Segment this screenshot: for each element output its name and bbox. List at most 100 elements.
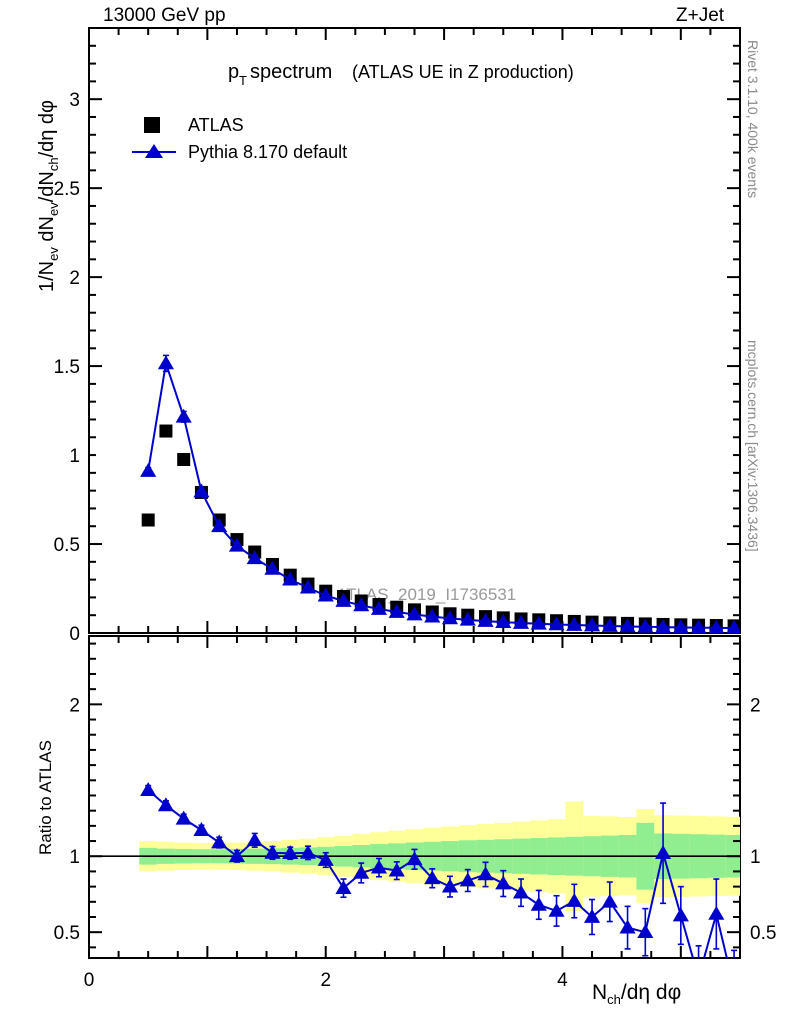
- plot-title-pt: p: [228, 61, 239, 83]
- data-marker-triangle: [264, 844, 281, 859]
- data-marker-triangle: [193, 483, 210, 498]
- data-marker-triangle: [441, 878, 459, 893]
- data-marker-triangle: [246, 550, 263, 565]
- data-marker-triangle: [193, 822, 210, 836]
- data-marker-triangle: [335, 592, 352, 607]
- data-marker-triangle: [566, 616, 583, 631]
- data-marker-triangle: [708, 905, 725, 920]
- main-plot-frame: [88, 27, 741, 634]
- plot-title-spectrum: spectrum: [250, 61, 332, 83]
- data-marker-square: [177, 453, 191, 467]
- data-marker-triangle: [335, 880, 352, 894]
- data-marker-triangle: [512, 884, 530, 899]
- data-marker-triangle: [655, 845, 672, 860]
- main-y-axis-title: 1/Nev dNev/dNch/dη dφ: [36, 100, 61, 292]
- data-marker-triangle: [655, 619, 672, 633]
- header-beam-label: 13000 GeV pp: [103, 5, 226, 26]
- svg-text:0.5: 0.5: [750, 923, 776, 944]
- data-marker-triangle: [406, 851, 423, 866]
- data-marker-triangle: [530, 615, 547, 630]
- x-axis-title: Nch/dη dφ: [592, 981, 681, 1007]
- data-marker-triangle: [495, 875, 512, 890]
- main-axis-ticks: [88, 27, 741, 634]
- data-marker-triangle: [282, 571, 299, 586]
- data-marker-triangle: [637, 618, 654, 633]
- data-marker-triangle: [601, 618, 618, 632]
- svg-text:0.5: 0.5: [54, 923, 80, 944]
- svg-text:3: 3: [69, 90, 80, 111]
- data-marker-triangle: [175, 810, 192, 825]
- data-marker-triangle: [317, 587, 334, 602]
- svg-text:1: 1: [750, 847, 761, 868]
- main-data-series: [140, 354, 740, 633]
- legend-group: [132, 117, 176, 158]
- data-marker-triangle: [548, 616, 565, 631]
- data-marker-triangle: [424, 870, 441, 885]
- header-process-label: Z+Jet: [676, 5, 725, 26]
- data-marker-triangle: [299, 844, 317, 859]
- data-marker-triangle: [477, 866, 494, 881]
- data-marker-triangle: [583, 908, 601, 923]
- data-marker-triangle: [441, 610, 459, 625]
- data-marker-triangle: [140, 782, 157, 797]
- svg-text:2: 2: [750, 695, 761, 716]
- data-marker-triangle: [477, 613, 494, 627]
- svg-text:1: 1: [69, 446, 80, 467]
- svg-text:4: 4: [557, 970, 568, 991]
- data-marker-triangle: [388, 603, 405, 618]
- data-marker-triangle: [282, 845, 299, 860]
- legend-marker-square-icon: [144, 117, 160, 133]
- data-marker-triangle: [406, 606, 423, 621]
- data-marker-triangle: [157, 797, 174, 812]
- legend-marker-triangle-icon: [145, 144, 163, 158]
- data-marker-triangle: [370, 859, 388, 874]
- data-marker-triangle: [370, 600, 388, 615]
- data-marker-triangle: [619, 618, 636, 633]
- data-marker-triangle: [228, 848, 246, 863]
- ratio-y-tick-labels: 0.5 0.5 1 1 2 2: [54, 695, 777, 944]
- data-marker-triangle: [388, 862, 405, 877]
- svg-text:0: 0: [69, 624, 80, 645]
- data-marker-triangle: [211, 518, 228, 533]
- data-marker-triangle: [211, 834, 228, 849]
- data-marker-square: [141, 513, 155, 527]
- ratio-axis-ticks: [88, 636, 741, 958]
- legend-label-pythia[interactable]: Pythia 8.170 default: [188, 142, 348, 162]
- series-line-pythia: [147, 363, 735, 630]
- svg-text:0: 0: [84, 970, 95, 991]
- svg-text:0.5: 0.5: [54, 535, 80, 556]
- data-marker-triangle: [530, 896, 547, 911]
- data-marker-triangle: [175, 408, 192, 423]
- data-marker-triangle: [708, 619, 724, 633]
- data-marker-triangle: [601, 893, 618, 908]
- data-marker-triangle: [459, 872, 476, 887]
- plot-title-pt-subscript: T: [239, 73, 247, 88]
- ratio-series-line: [147, 789, 728, 958]
- data-marker-triangle: [512, 614, 530, 629]
- ratio-x-tick-labels: 0 2 4: [84, 970, 568, 991]
- plot-title-parenthetical: (ATLAS UE in Z production): [352, 62, 574, 82]
- data-marker-triangle: [353, 597, 370, 612]
- legend-label-atlas[interactable]: ATLAS: [188, 115, 244, 135]
- svg-text:2: 2: [69, 695, 80, 716]
- ratio-data-series: [140, 782, 738, 958]
- data-marker-square: [159, 424, 173, 438]
- data-marker-triangle: [140, 463, 157, 477]
- svg-text:2: 2: [320, 970, 331, 991]
- ratio-y-axis-title: Ratio to ATLAS: [36, 740, 55, 855]
- data-marker-triangle: [246, 832, 263, 847]
- data-marker-triangle: [726, 619, 740, 633]
- data-marker-triangle: [690, 619, 707, 633]
- data-marker-triangle: [672, 907, 689, 922]
- svg-text:1: 1: [69, 847, 80, 868]
- data-marker-triangle: [583, 617, 601, 632]
- data-marker-triangle: [495, 614, 512, 628]
- data-marker-triangle: [353, 864, 370, 879]
- data-marker-triangle: [317, 851, 334, 866]
- data-marker-triangle: [619, 919, 636, 934]
- data-marker-triangle: [264, 560, 281, 575]
- x-axis-title-text: Nch/dη dφ: [592, 981, 682, 1008]
- data-marker-triangle: [672, 619, 689, 633]
